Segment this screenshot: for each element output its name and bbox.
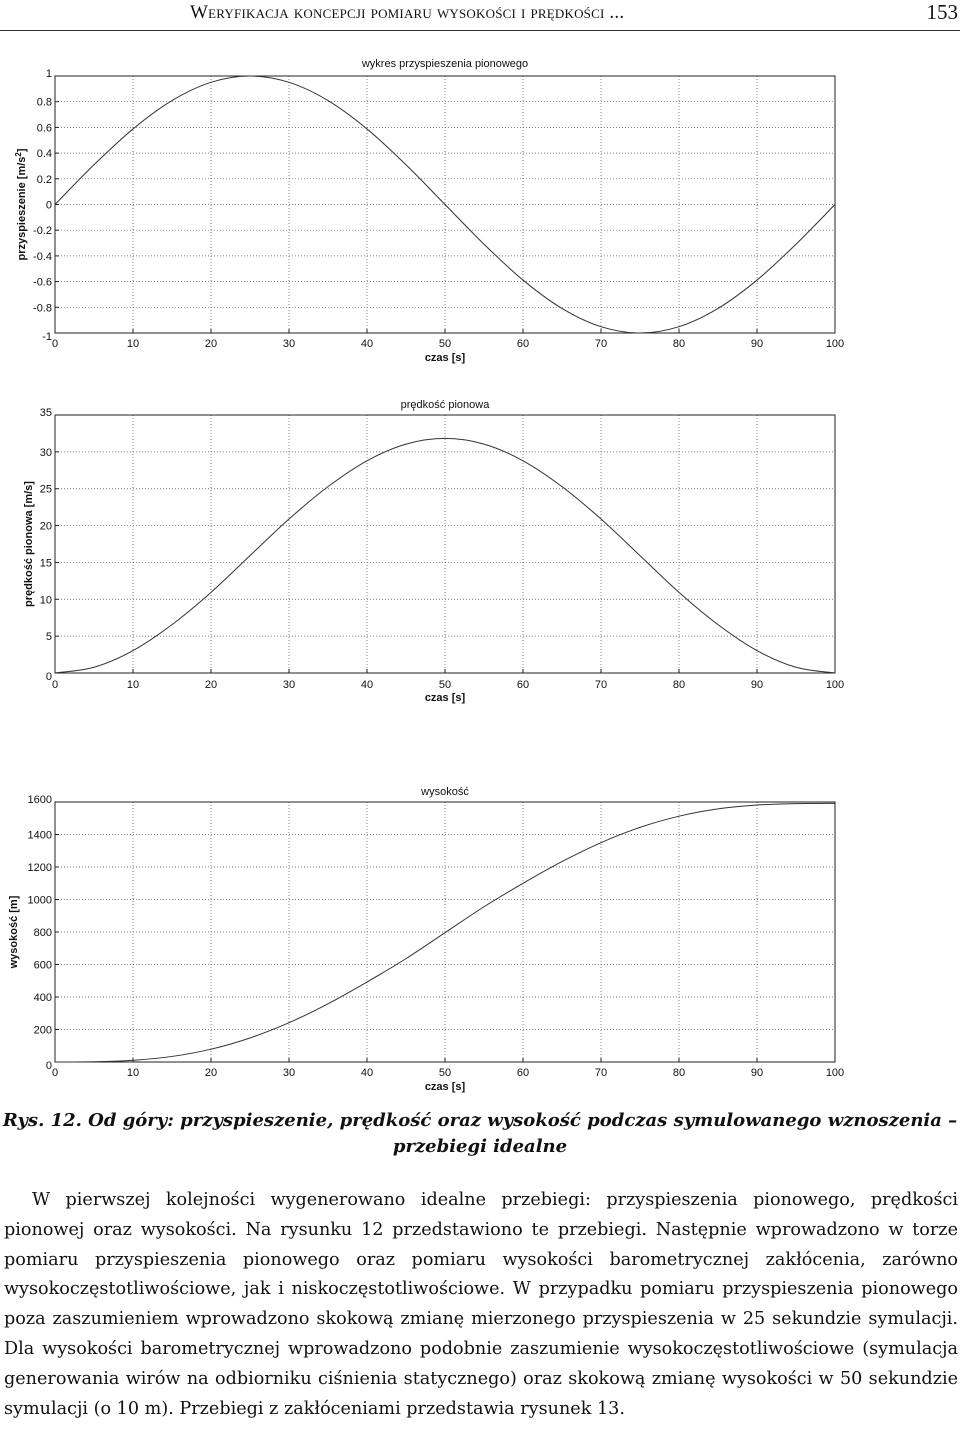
grid	[55, 802, 835, 1062]
y-tick-label: -0.6	[33, 277, 52, 289]
page-number: 153	[926, 0, 959, 24]
chart-acceleration: 0 10 20 30 40 50 60 70 80 90 100 -1 -0.8 -0.6 -0.4 -0.2…	[0, 50, 960, 370]
x-tick-label: 80	[673, 338, 685, 350]
x-tick-label: 60	[517, 1067, 529, 1079]
x-tick-label: 0	[52, 1067, 58, 1079]
y-tick-label: 1600	[28, 794, 52, 806]
x-tick-label: 20	[205, 338, 217, 350]
x-tick-label: 90	[751, 1067, 763, 1079]
x-tick-label: 70	[595, 338, 607, 350]
series-line	[54, 802, 836, 1063]
x-tick-label: 70	[595, 1067, 607, 1079]
chart-altitude: 0 10 20 30 40 50 60 70 80 90 100 0 200 400 600 800 1000 1…	[0, 780, 960, 1100]
y-tick-label: 0.2	[37, 174, 52, 186]
x-tick-label: 50	[439, 679, 451, 691]
x-tick-label: 90	[751, 679, 763, 691]
grid	[55, 415, 835, 673]
y-tick-label: 0.8	[37, 97, 52, 109]
x-tick-label: 10	[127, 679, 139, 691]
chart-svg: 0 10 20 30 40 50 60 70 80 90 100-1-0.8-0.6-0.4-0.2…	[14, 58, 845, 364]
x-tick-label: 80	[673, 679, 685, 691]
x-tick-label: 10	[127, 1067, 139, 1079]
chart-velocity: 0 10 20 30 40 50 60 70 80 90 100 0 5 10 15 20 25 30 35 pręd…	[0, 392, 960, 710]
x-tick-label: 10	[127, 338, 139, 350]
y-tick-label: -0.8	[33, 302, 52, 314]
y-tick-label: -0.2	[33, 225, 52, 237]
y-tick-label: 1	[46, 68, 52, 80]
chart-svg: 0 10 20 30 40 50 60 70 80 90 100 0 5 10 15 20 25 30 35 pręd…	[23, 399, 844, 704]
y-tick-label: -0.4	[33, 251, 52, 263]
y-tick-label: 0.6	[37, 122, 52, 134]
y-tick-label: 1000	[28, 895, 52, 907]
chart-title: wysokość	[420, 786, 469, 798]
series-line	[54, 437, 836, 674]
y-tick-label: -1	[42, 331, 52, 343]
y-tick-label: 0	[46, 671, 52, 683]
x-tick-label: 0	[52, 338, 58, 350]
body-text: W pierwszej kolejności wygenerowano idea…	[4, 1186, 958, 1424]
y-tick-label: 20	[40, 521, 52, 533]
x-tick-label: 100	[826, 679, 844, 691]
y-tick-label: 600	[34, 960, 52, 972]
series-line	[54, 75, 836, 334]
y-tick-label: 1200	[28, 862, 52, 874]
y-axis-label-sup: 2	[14, 152, 23, 157]
y-tick-label: 0	[46, 1060, 52, 1072]
running-head: Weryfikacja koncepcji pomiaru wysokości …	[0, 0, 960, 31]
caption-line-1: Rys. 12. Od góry: przyspieszenie, prędko…	[2, 1110, 958, 1131]
chart-svg: 0 10 20 30 40 50 60 70 80 90 100020040060080010001…	[8, 786, 844, 1093]
x-axis-label: czas [s]	[425, 352, 466, 364]
x-tick-label: 60	[517, 679, 529, 691]
x-tick-label: 40	[361, 679, 373, 691]
y-axis-label: prędkość pionowa [m/s]	[23, 481, 35, 607]
x-tick-label: 100	[826, 338, 844, 350]
x-tick-label: 60	[517, 338, 529, 350]
y-axis-label-main: wysokość [m]	[8, 895, 20, 969]
y-tick-label: 30	[40, 447, 52, 459]
y-tick-label: 5	[46, 631, 52, 643]
x-tick-label: 50	[439, 338, 451, 350]
chart-title: wykres przyspieszenia pionowego	[361, 58, 528, 70]
x-tick-label: 30	[283, 679, 295, 691]
body-paragraph: W pierwszej kolejności wygenerowano idea…	[4, 1190, 958, 1419]
x-tick-label: 80	[673, 1067, 685, 1079]
x-tick-label: 70	[595, 679, 607, 691]
running-title: Weryfikacja koncepcji pomiaru wysokości …	[190, 2, 625, 23]
figure-caption: Rys. 12. Od góry: przyspieszenie, prędko…	[0, 1108, 960, 1160]
x-tick-label: 0	[52, 679, 58, 691]
chart-title: prędkość pionowa	[401, 399, 491, 411]
x-tick-label: 20	[205, 679, 217, 691]
y-tick-label: 400	[34, 992, 52, 1004]
x-tick-label: 100	[826, 1067, 844, 1079]
y-tick-label: 25	[40, 484, 52, 496]
y-tick-label: 10	[40, 594, 52, 606]
y-tick-label: 0	[46, 200, 52, 212]
y-axis-label: wysokość [m]	[8, 895, 20, 969]
y-axis-label-main: przyspieszenie [m/s	[16, 157, 28, 261]
y-axis-label: przyspieszenie [m/s2]	[14, 148, 29, 260]
y-axis-label-end: ]	[16, 148, 28, 152]
x-axis-label: czas [s]	[425, 692, 466, 704]
x-tick-label: 30	[283, 1067, 295, 1079]
y-tick-label: 35	[40, 407, 52, 419]
y-axis-label-main: prędkość pionowa [m/s]	[23, 481, 35, 607]
x-tick-label: 20	[205, 1067, 217, 1079]
x-axis-label: czas [s]	[425, 1081, 466, 1093]
y-tick-label: 800	[34, 927, 52, 939]
y-tick-label: 15	[40, 557, 52, 569]
caption-line-2: przebiegi idealne	[392, 1136, 568, 1157]
y-tick-label: 1400	[28, 830, 52, 842]
x-tick-label: 40	[361, 338, 373, 350]
y-tick-label: 200	[34, 1025, 52, 1037]
x-tick-label: 30	[283, 338, 295, 350]
y-tick-label: 0.4	[37, 148, 52, 160]
x-tick-label: 90	[751, 338, 763, 350]
x-tick-label: 50	[439, 1067, 451, 1079]
x-tick-label: 40	[361, 1067, 373, 1079]
